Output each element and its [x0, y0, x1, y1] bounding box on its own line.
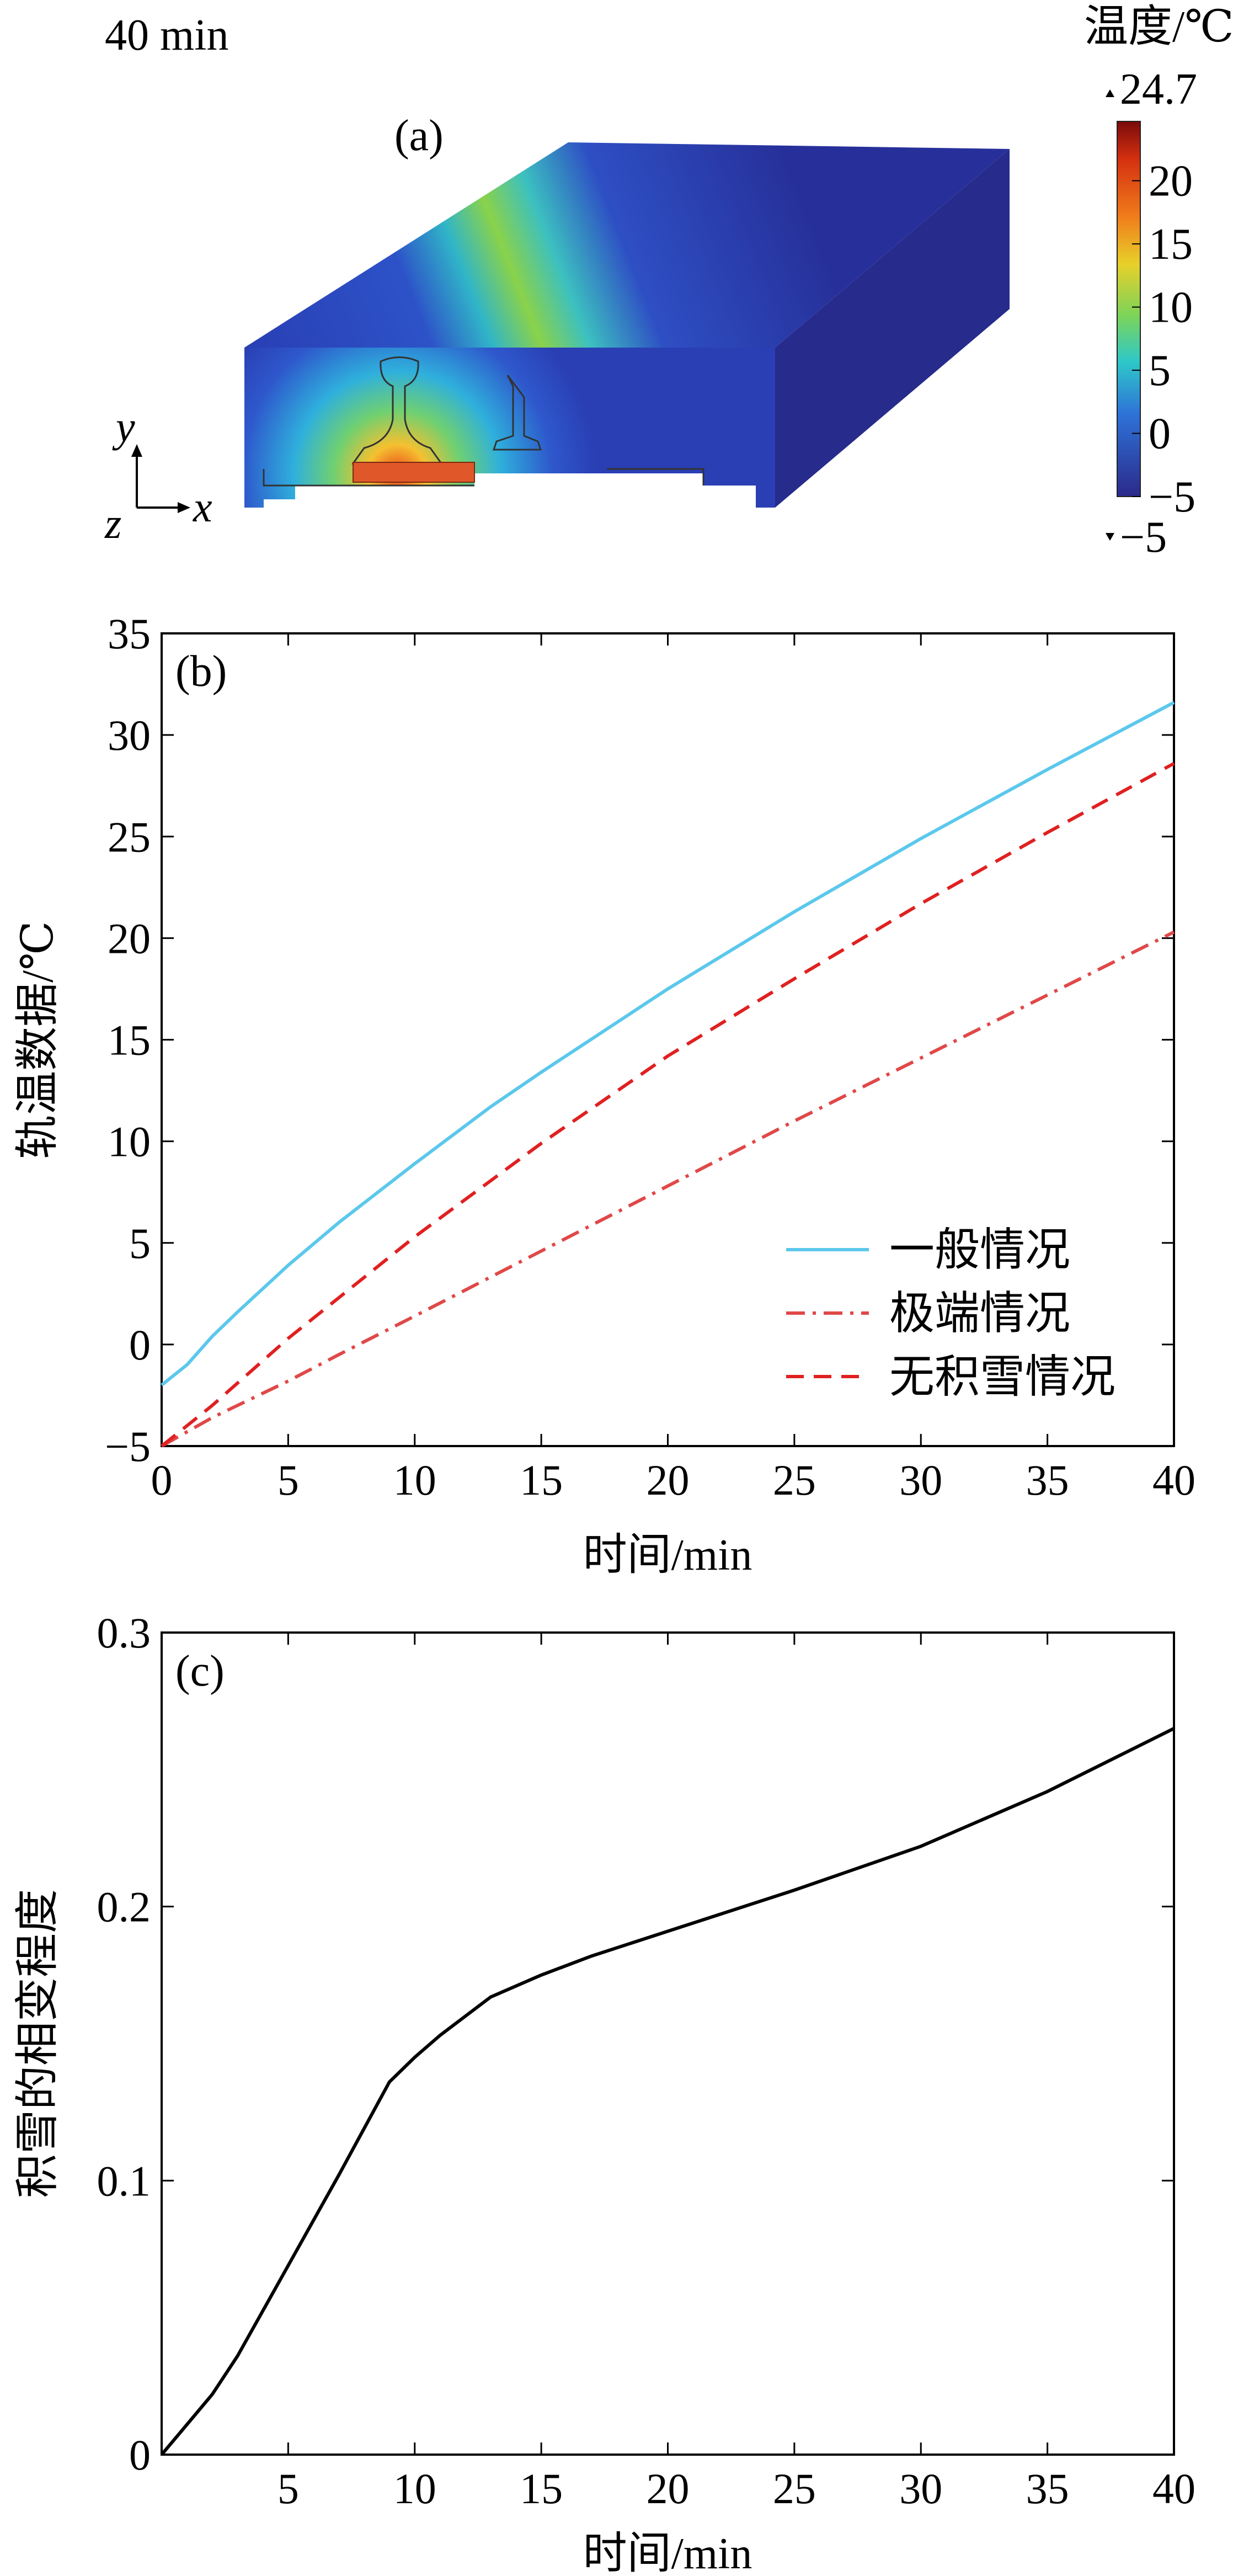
chart-c-ytick-label: 0.3 — [97, 1609, 151, 1657]
chart-b-series-line-2 — [161, 762, 1175, 1448]
guide-rail-outline — [492, 375, 542, 451]
chart-b-xtick-label: 0 — [151, 1456, 173, 1504]
chart-c-series — [160, 1727, 1175, 2456]
axis-x-label: x — [193, 483, 212, 531]
colorbar-min-marker — [1106, 533, 1114, 541]
chart-b-ytick-label: 10 — [108, 1118, 151, 1166]
slab-groove-outline — [263, 468, 704, 487]
chart-b-xtick-label: 5 — [277, 1456, 299, 1504]
colorbar-tick-label: −5 — [1149, 473, 1195, 521]
chart-b-xtick-label: 40 — [1152, 1456, 1195, 1504]
slab-top-face — [244, 142, 1010, 348]
axis-z-label: z — [104, 499, 121, 547]
chart-b-ytick-label: 25 — [108, 813, 151, 861]
axis-y-label: y — [112, 403, 135, 451]
chart-c-xtick-label: 30 — [899, 2465, 942, 2513]
chart-b-tag: (b) — [175, 647, 227, 696]
chart-b-ytick-label: 30 — [108, 711, 151, 759]
chart-c-xtick-label: 15 — [520, 2465, 563, 2513]
colorbar-tick-label: 20 — [1149, 157, 1193, 206]
rail-base-pad — [353, 462, 475, 483]
rail-profile-outline — [351, 356, 443, 465]
chart-b-xtick-label: 15 — [520, 1456, 563, 1504]
slab-right-face — [775, 149, 1010, 508]
panel-a-3d-model: 40 min (a) y x z 温度/℃ 24.7 — [104, 3, 1234, 562]
chart-b-series-line-0 — [161, 701, 1175, 1386]
chart-b-xtick-label: 20 — [647, 1456, 690, 1504]
chart-b-ytick-label: −5 — [105, 1422, 151, 1470]
chart-b-ytick-label: 0 — [129, 1321, 151, 1369]
chart-c-xtick-label: 25 — [773, 2465, 816, 2513]
chart-b-ytick-label: 5 — [129, 1219, 151, 1267]
chart-b-ytick-label: 20 — [108, 914, 151, 962]
chart-c-xtick-label: 20 — [647, 2465, 690, 2513]
panel-a-tag: (a) — [394, 111, 444, 160]
chart-b-series — [161, 701, 1175, 1448]
chart-c-xtick-label: 40 — [1152, 2465, 1195, 2513]
chart-b-ytick-label: 35 — [108, 610, 151, 658]
chart-c-frame — [161, 1631, 1175, 2456]
chart-b-ylabel: 轨温数据/℃ — [14, 921, 62, 1159]
chart-c-xlabel: 时间/min — [583, 2530, 752, 2576]
legend-label-1: 极端情况 — [889, 1288, 1070, 1338]
chart-b-xtick-label: 10 — [393, 1456, 436, 1504]
chart-b-series-line-1 — [161, 930, 1175, 1448]
chart-c-series-line-0 — [160, 1727, 1175, 2456]
colorbar-ticks: 20 15 10 5 0 −5 — [1132, 157, 1195, 521]
colorbar-max-label: 24.7 — [1120, 65, 1197, 114]
chart-c-xtick-label: 35 — [1026, 2465, 1069, 2513]
panel-a-time-label: 40 min — [105, 11, 228, 60]
slab-front-face — [244, 348, 775, 508]
chart-b-xtick-label: 35 — [1026, 1456, 1069, 1504]
colorbar-tick-label: 15 — [1149, 220, 1193, 269]
chart-b-xtick-label: 25 — [773, 1456, 816, 1504]
legend-label-0: 一般情况 — [889, 1225, 1070, 1275]
chart-b-xtick-label: 30 — [899, 1456, 942, 1504]
colorbar-tick-label: 5 — [1149, 346, 1171, 395]
colorbar-title: 温度/℃ — [1084, 3, 1234, 51]
panel-c-snow-phase-change-chart: (c) 5 10 15 20 25 30 35 40 0 0.1 0.2 0.3 时间/min 积雪的… — [14, 1609, 1195, 2576]
chart-c-xtick-label: 5 — [277, 2465, 299, 2513]
colorbar-gradient — [1117, 121, 1141, 497]
chart-c-ytick-label: 0.2 — [97, 1883, 151, 1931]
legend-label-2: 无积雪情况 — [889, 1352, 1115, 1402]
chart-c-xtick-label: 10 — [393, 2465, 436, 2513]
colorbar-tick-label: 10 — [1149, 284, 1193, 332]
chart-c-ytick-label: 0 — [129, 2431, 151, 2479]
chart-c-ytick-label: 0.1 — [97, 2157, 151, 2205]
chart-c-ticks: 5 10 15 20 25 30 35 40 0 0.1 0.2 0.3 — [97, 1609, 1196, 2513]
colorbar-max-marker — [1106, 89, 1114, 97]
colorbar: 温度/℃ 24.7 20 15 10 5 0 −5 −5 — [1084, 3, 1234, 562]
chart-b-xlabel: 时间/min — [583, 1531, 752, 1580]
colorbar-tick-label: 0 — [1149, 410, 1171, 458]
chart-c-ylabel: 积雪的相变程度 — [14, 1889, 62, 2198]
colorbar-min-label: −5 — [1120, 513, 1167, 562]
coordinate-axes: y x z — [104, 403, 212, 547]
chart-c-tag: (c) — [175, 1647, 225, 1695]
chart-b-ytick-label: 15 — [108, 1016, 151, 1064]
